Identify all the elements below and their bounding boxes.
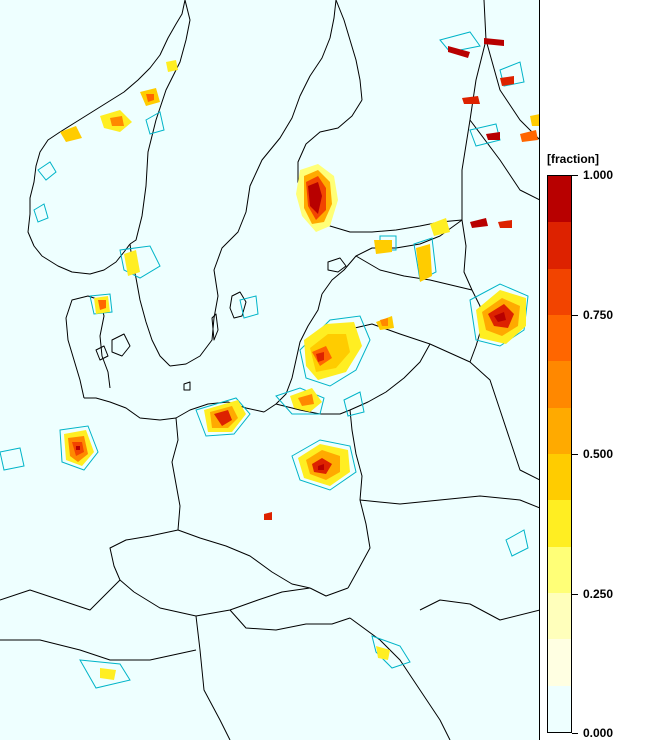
legend-tick-mark <box>572 593 578 595</box>
legend-swatch <box>548 453 571 501</box>
gotland <box>229 291 247 319</box>
legend-swatch <box>548 314 571 362</box>
zealand <box>111 333 131 357</box>
fraction-fields <box>60 38 540 680</box>
cyan-contour <box>59 425 99 471</box>
legend-tick-label: 0.750 <box>583 307 614 322</box>
bornholm <box>183 381 191 391</box>
legend-swatch <box>548 176 571 223</box>
estonia-russia-border <box>461 219 473 291</box>
legend-color-bar <box>547 175 572 733</box>
estonia-latvia-border <box>355 255 473 291</box>
legend-tick-mark <box>572 175 578 176</box>
blob-finland-russia <box>448 38 540 228</box>
belarus-russia-border <box>469 361 540 481</box>
cyan-contour <box>371 635 411 669</box>
legend-tick-mark <box>572 314 578 316</box>
belarus-ukraine-border <box>359 495 540 509</box>
cyan-contour <box>33 203 49 223</box>
poland-germany-border <box>171 417 181 531</box>
legend-swatch <box>548 685 571 732</box>
cyan-contour <box>195 397 251 437</box>
slovakia-hungary-border <box>229 609 351 631</box>
norway-sweden-border <box>129 0 191 245</box>
blob-ne-poland <box>298 444 350 486</box>
poland-slovakia-border <box>309 587 349 597</box>
blob-denmark <box>94 296 110 314</box>
legend-swatch <box>548 361 571 408</box>
germany-czech-border <box>109 529 179 593</box>
legend-swatch <box>548 268 571 315</box>
funen <box>95 345 109 361</box>
alps-border <box>0 639 197 661</box>
legend-swatch <box>548 222 571 269</box>
map-border <box>539 0 540 740</box>
cyan-contour <box>89 293 113 315</box>
cyan-contour <box>469 283 529 347</box>
cyan-contour <box>0 447 25 471</box>
germany-south <box>0 579 121 611</box>
legend-swatch <box>548 592 571 640</box>
legend-unit-label: [fraction] <box>547 152 599 166</box>
legend-tick-label: 0.250 <box>583 586 614 601</box>
legend-swatch <box>548 500 571 547</box>
cyan-contour <box>413 237 437 281</box>
blob-central-sweden <box>296 164 338 232</box>
coastlines <box>27 0 487 421</box>
poland-belarus-border <box>349 409 363 501</box>
land-borders <box>0 39 540 740</box>
cyan-contour <box>275 387 325 415</box>
hungary-romania-border <box>349 617 451 740</box>
blob-belarus-russia <box>476 290 526 344</box>
lithuania-belarus-border <box>349 343 431 411</box>
legend-tick-label: 1.000 <box>583 168 614 182</box>
czech-slovakia-austria-border <box>133 587 311 617</box>
russia-west <box>485 39 540 141</box>
blob-latvia-lithuania <box>304 322 362 380</box>
blob-norway-coast <box>60 60 178 276</box>
cyan-contour <box>145 111 165 135</box>
poland-ukraine-border <box>347 499 371 589</box>
cyan-contour <box>119 245 161 279</box>
cyan-contour <box>79 659 131 689</box>
cyan-contour <box>299 315 371 387</box>
cyan-contour <box>343 391 365 417</box>
legend-tick-mark <box>572 733 578 734</box>
oland <box>211 313 219 341</box>
map-panel <box>0 0 540 740</box>
blob-pomerania <box>204 400 246 432</box>
ukraine-east <box>419 599 540 621</box>
denmark-jutland <box>65 295 111 399</box>
map-canvas <box>0 0 540 740</box>
cyan-contours <box>0 31 529 689</box>
legend-tick-mark <box>572 454 578 455</box>
latvia-lithuania-coast <box>263 293 323 413</box>
poland-czech-border <box>177 529 311 589</box>
saaremaa <box>327 257 347 273</box>
sweden-finland-border <box>335 0 363 101</box>
finland-russia-south <box>469 119 540 201</box>
cyan-contour <box>439 31 481 53</box>
sweden-east-coast <box>169 0 337 367</box>
gulf-riga-estonia <box>321 219 463 295</box>
cyan-contour <box>291 439 357 491</box>
cyan-contour <box>239 295 259 319</box>
blob-germany-nw <box>64 430 94 466</box>
legend-swatch <box>548 407 571 454</box>
cyan-contour <box>505 529 529 557</box>
blob-estonia <box>374 218 450 282</box>
blob-small <box>100 316 394 680</box>
legend-tick-label: 0.000 <box>583 726 614 740</box>
germany-coast <box>84 397 161 421</box>
legend-swatch <box>548 639 571 686</box>
austria-hungary-border <box>195 615 231 740</box>
blob-kaliningrad <box>290 388 322 412</box>
cyan-contour <box>37 161 57 181</box>
legend-swatch <box>548 546 571 593</box>
legend-tick-label: 0.500 <box>583 447 614 461</box>
norway-coast <box>27 0 186 275</box>
